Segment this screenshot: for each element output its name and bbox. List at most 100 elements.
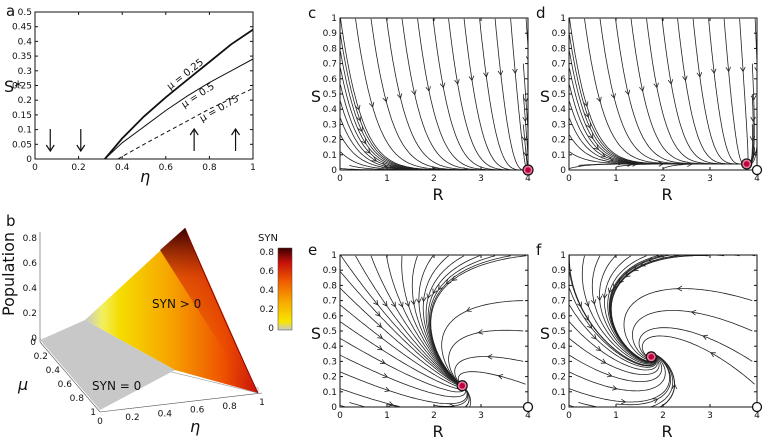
streamline xyxy=(608,255,756,363)
streamline-arrowhead xyxy=(525,56,528,61)
ytick-label: 0.9 xyxy=(552,29,567,39)
xtick-label: 2 xyxy=(431,174,437,184)
colorbar-tick-label: 0.2 xyxy=(260,305,274,315)
streamline xyxy=(427,255,480,386)
streamline xyxy=(432,18,526,170)
xtick-label: 0.4 xyxy=(115,163,130,173)
streamline xyxy=(522,63,528,137)
xtick-label: 4 xyxy=(525,411,531,421)
ytick-label: 0.1 xyxy=(552,388,566,398)
panel-label-f: f xyxy=(536,241,542,259)
streamline xyxy=(739,18,749,163)
etatick-label: 0.8 xyxy=(222,402,237,412)
streamline xyxy=(448,18,525,170)
xtick-label: 0 xyxy=(566,174,572,184)
mutick-label: 0.6 xyxy=(58,380,73,390)
streamline-arrowhead xyxy=(584,112,590,118)
colorbar-title: SYN xyxy=(258,233,278,244)
ztick-label: 0 xyxy=(31,334,37,344)
streamline xyxy=(494,18,526,170)
streamline-arrowhead xyxy=(365,148,371,154)
panel-b-mu-label: μ xyxy=(17,375,28,394)
streamline xyxy=(615,353,672,406)
streamline-arrowhead xyxy=(384,386,391,392)
streamline-arrowhead xyxy=(696,72,703,78)
streamline xyxy=(615,163,745,168)
streamline-arrowhead xyxy=(451,275,458,282)
streamline xyxy=(591,255,656,364)
streamline-arrowhead xyxy=(602,293,608,300)
streamline-arrowhead xyxy=(382,301,388,307)
streamline xyxy=(581,255,656,365)
streamline xyxy=(646,18,743,165)
streamline-arrowhead xyxy=(600,152,606,158)
colorbar-tick-label: 0.8 xyxy=(260,248,275,258)
ytick-label: 0.5 xyxy=(323,327,337,337)
ytick-label: 0.9 xyxy=(552,266,567,276)
ytick-label: 0.2 xyxy=(552,373,566,383)
xtick-label: 1 xyxy=(384,174,390,184)
xtick-label: 3 xyxy=(478,174,484,184)
ytick-label: 0.3 xyxy=(323,357,337,367)
xtick-label: 4 xyxy=(754,411,760,421)
etatick-label: 1 xyxy=(259,398,265,408)
streamline xyxy=(454,356,524,384)
etatick-label: 0.2 xyxy=(125,413,139,423)
ytick-label: 0.5 xyxy=(18,8,32,18)
series-line xyxy=(117,87,254,160)
streamline-arrowhead xyxy=(439,82,446,89)
streamline xyxy=(386,18,526,170)
streamline xyxy=(578,353,674,407)
xtick-label: 0.8 xyxy=(202,163,217,173)
streamline-arrowhead xyxy=(702,334,708,340)
ytick-label: 0.3 xyxy=(323,120,337,130)
panel-e-ylabel: S xyxy=(311,324,321,343)
streamline-arrowhead xyxy=(416,298,422,304)
streamline-arrowhead xyxy=(593,144,600,150)
streamline xyxy=(386,255,461,386)
xtick-label: 0 xyxy=(32,163,38,173)
streamline-arrowhead xyxy=(610,93,616,100)
ytick-label: 0.4 xyxy=(323,342,338,352)
streamline-arrowhead xyxy=(686,161,693,168)
streamline xyxy=(641,335,755,385)
streamline xyxy=(340,288,464,388)
ytick-label: 0.5 xyxy=(323,90,337,100)
unstable-fixed-point xyxy=(522,401,534,413)
surface-syn-positive-region xyxy=(85,228,258,393)
panel-b-zlabel: Population xyxy=(0,232,18,316)
ytick-label: 0.8 xyxy=(323,44,338,54)
streamline-arrowhead xyxy=(656,255,662,258)
panel-a-ylabel: S* xyxy=(4,77,22,96)
streamline xyxy=(569,304,657,368)
streamline-arrowhead xyxy=(754,67,757,73)
streamline-arrowhead xyxy=(620,398,627,405)
streamline-arrowhead xyxy=(399,413,404,418)
streamline-arrowhead xyxy=(425,86,431,92)
streamline xyxy=(386,166,525,170)
xtick-label: 2 xyxy=(660,411,666,421)
streamline xyxy=(411,255,461,385)
streamline xyxy=(340,371,468,405)
streamline-arrowhead xyxy=(710,68,717,75)
streamline-arrowhead xyxy=(690,309,697,316)
streamline-arrowhead xyxy=(356,115,362,122)
xtick-label: 0 xyxy=(337,174,343,184)
streamline-arrowhead xyxy=(438,284,444,291)
panel-e-phase-portrait: 0 0.1 0.2 0.3 0.4 0.5 0.6 0.7 0.8 0.9 1 0 1 2 3 4 R S xyxy=(311,251,534,441)
panel-label-d: d xyxy=(536,4,546,22)
etatick-label: 0.6 xyxy=(190,406,205,416)
streamline xyxy=(355,18,526,170)
streamline-arrowhead xyxy=(658,161,664,167)
colorbar-tick-label: 0.4 xyxy=(260,286,275,296)
panel-d-ylabel: S xyxy=(540,87,550,106)
ytick-label: 0.1 xyxy=(323,151,337,161)
panel-label-e: e xyxy=(308,241,317,259)
ytick-label: 0.7 xyxy=(552,60,566,70)
streamline-arrowhead xyxy=(667,79,674,85)
streamline xyxy=(401,255,461,385)
streamline-arrowhead xyxy=(676,285,683,292)
region-label-syn-positive: SYN > 0 xyxy=(152,297,201,311)
streamline xyxy=(723,18,745,165)
xtick-label: 0 xyxy=(566,411,572,421)
